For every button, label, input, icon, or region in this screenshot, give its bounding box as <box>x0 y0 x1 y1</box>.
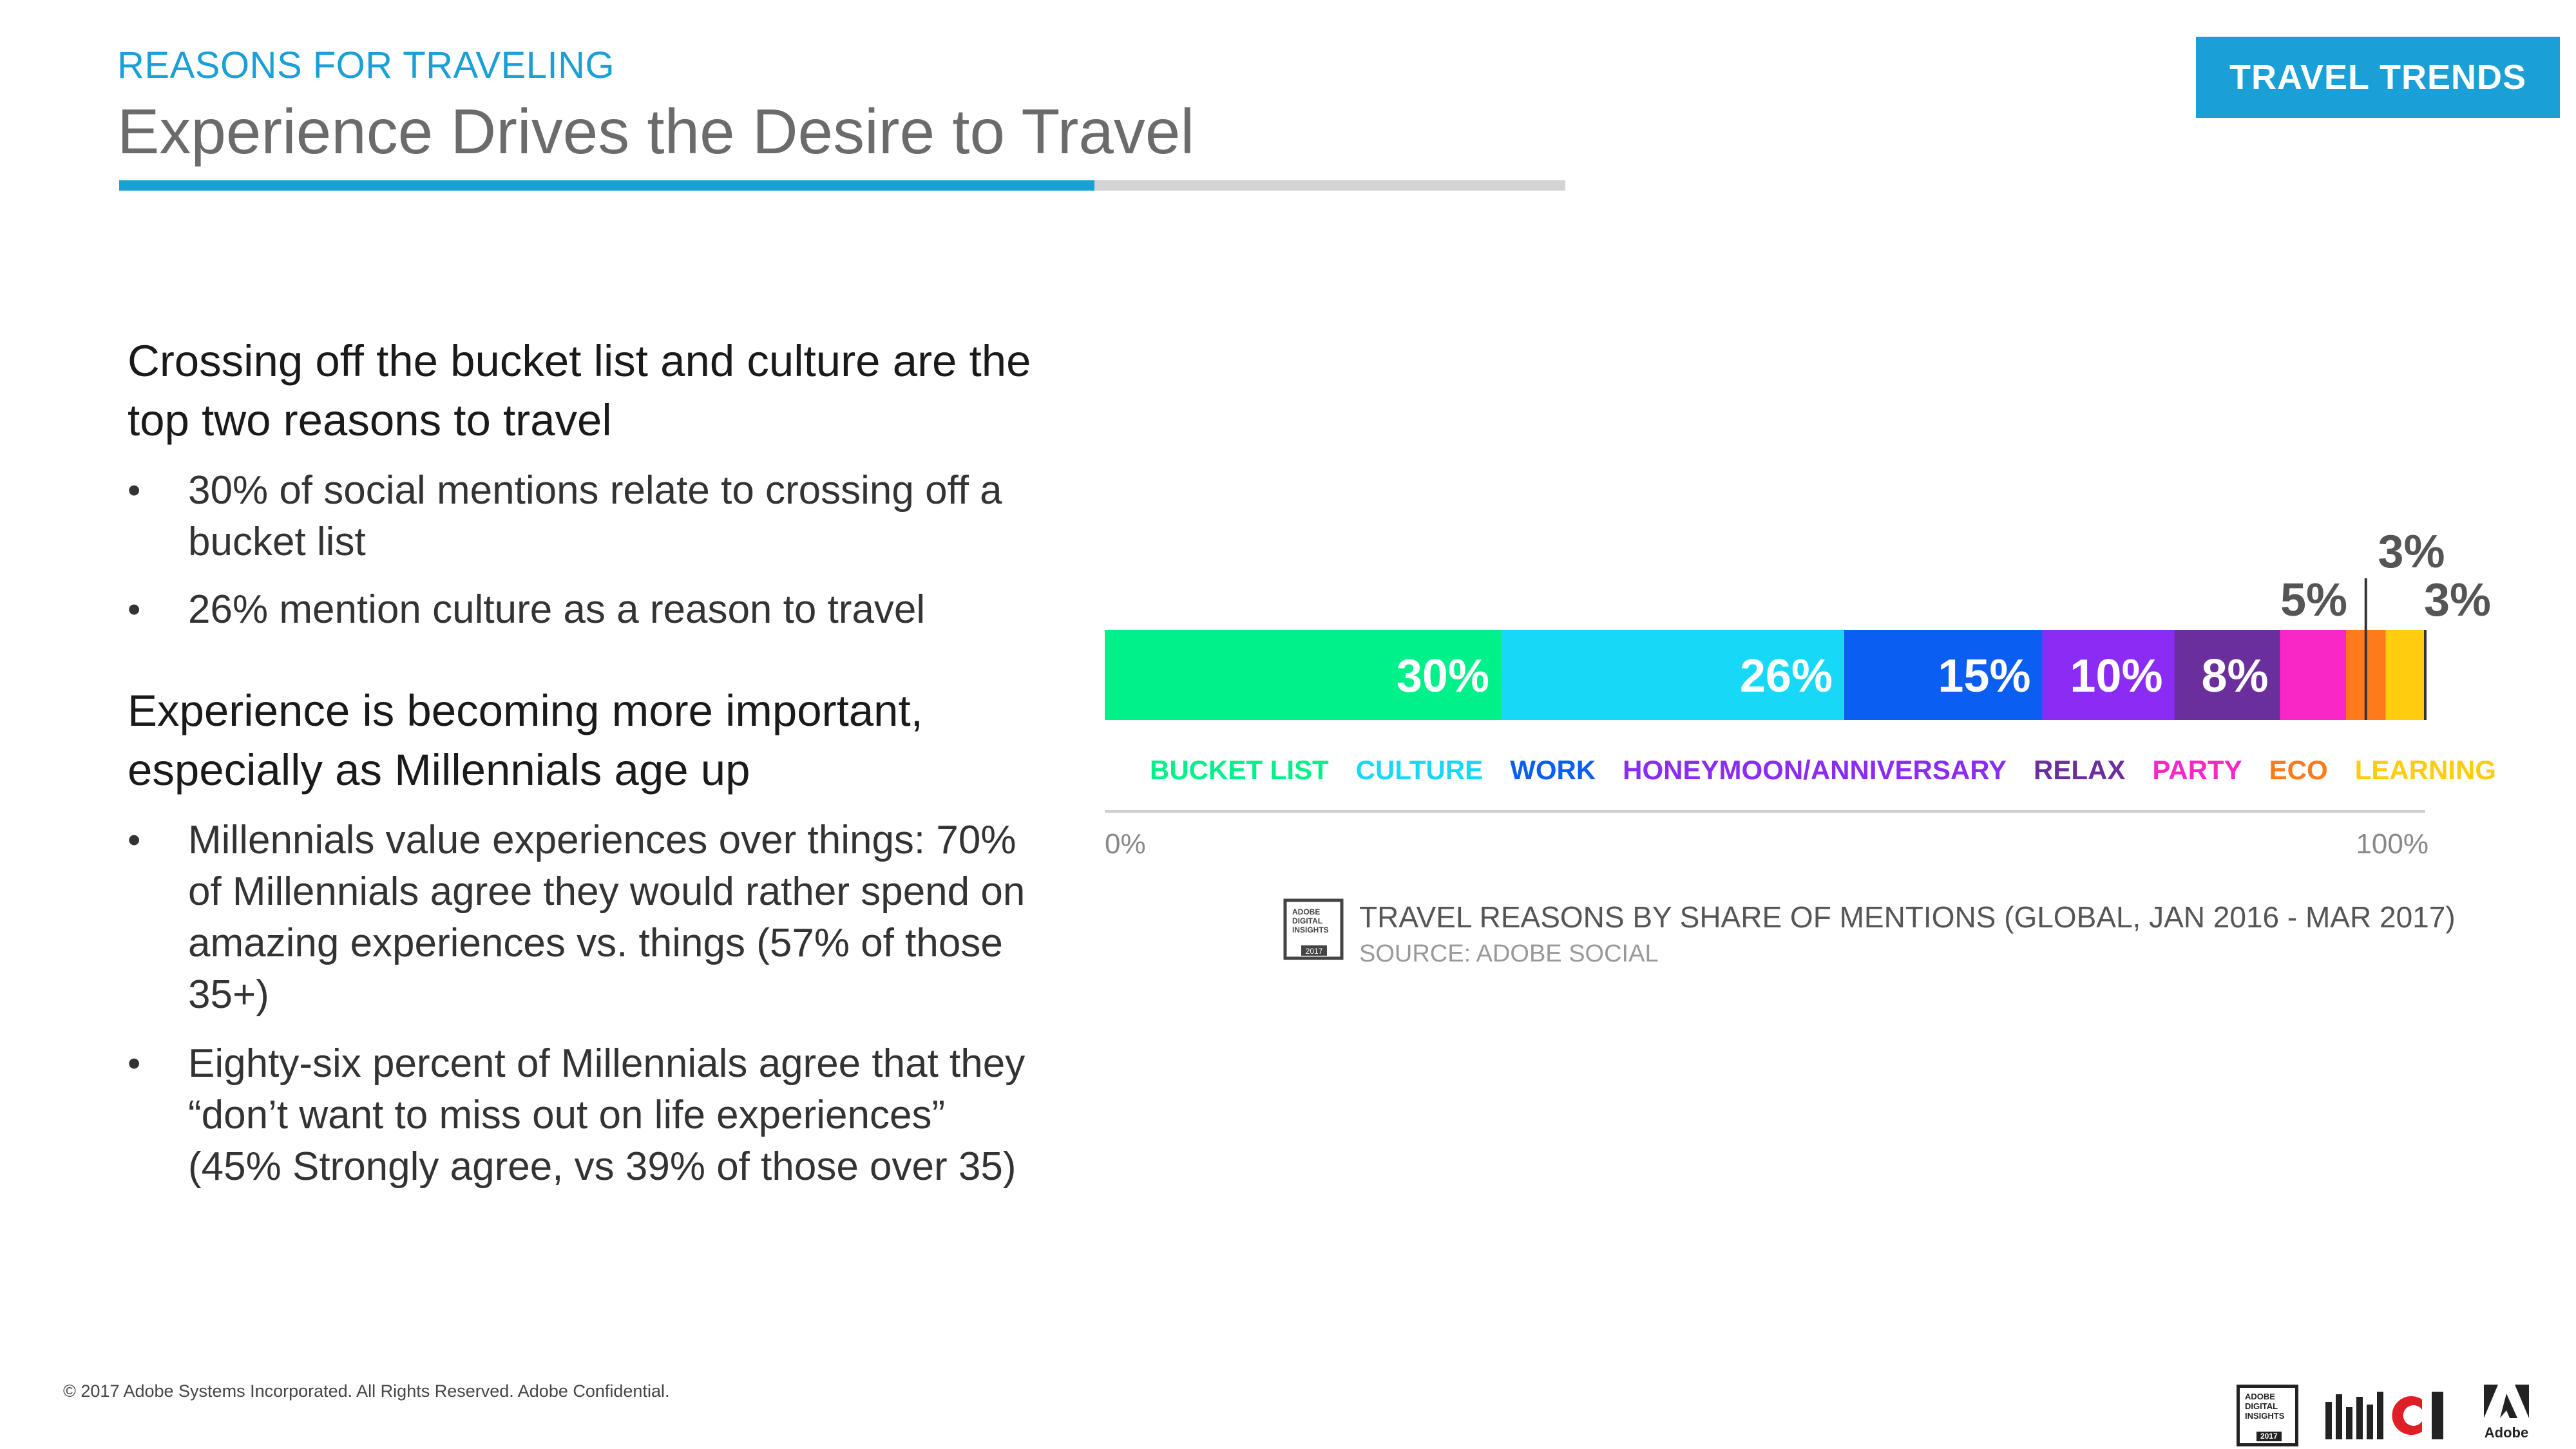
adi-footer-year: 2017 <box>2256 1432 2282 1441</box>
adi-line-3: INSIGHTS <box>1292 925 1329 934</box>
legend-party: PARTY <box>2152 755 2242 785</box>
bullet-dot: • <box>128 469 141 511</box>
adi-line-2: DIGITAL <box>1292 916 1322 925</box>
value-label-eco: 3% <box>2378 526 2445 578</box>
value-label-party: 5% <box>2280 574 2347 626</box>
legend-culture: CULTURE <box>1356 755 1484 785</box>
adi-line-1: ADOBE <box>1292 907 1320 916</box>
bullet-dot: • <box>128 589 141 630</box>
bar-segment-bucket-list <box>1105 630 1501 720</box>
adi-footer-line-2: DIGITAL <box>2245 1401 2278 1411</box>
legend-honeymoon-anniversary: HONEYMOON/ANNIVERSARY <box>1623 755 2007 785</box>
chart-caption: TRAVEL REASONS BY SHARE OF MENTIONS (GLO… <box>1359 900 2456 934</box>
travel-trends-badge: TRAVEL TRENDS <box>2196 37 2560 118</box>
value-label-bucket-list: 30% <box>1397 650 1489 702</box>
page-title: Experience Drives the Desire to Travel <box>117 96 1195 167</box>
adobe-logo: Adobe <box>2484 1385 2529 1441</box>
section-label: REASONS FOR TRAVELING <box>117 44 615 86</box>
value-label-culture: 26% <box>1740 650 1833 702</box>
value-label-relax: 8% <box>2201 650 2268 702</box>
adi-footer-line-1: ADOBE <box>2245 1392 2275 1401</box>
bar-segment-culture <box>1501 630 1844 720</box>
bullet-dot: • <box>128 819 141 861</box>
chart-value-labels: 30% 26% 15% 10% 8%5% 3%3% <box>1397 526 2491 702</box>
chart-leader-lines <box>2364 578 2427 720</box>
bullet-bucket-list: 30% of social mentions relate to crossin… <box>188 468 1002 564</box>
bar-segment-party <box>2280 630 2346 720</box>
chart-bars <box>1105 630 2425 720</box>
title-underline-accent <box>119 180 1094 191</box>
legend-bucket-list: BUCKET LIST <box>1150 755 1329 785</box>
bullet-fomo: Eighty-six percent of Millennials agree … <box>188 1041 1026 1189</box>
x-axis-min-label: 0% <box>1105 828 1146 860</box>
chart-legend: BUCKET LIST CULTURE WORK HONEYMOON/ANNIVERS… <box>1150 755 2496 785</box>
bar-segment-relax <box>2174 630 2280 720</box>
legend-work: WORK <box>1510 755 1596 785</box>
bar-segment-learning <box>2385 630 2425 720</box>
adobe-logo-label: Adobe <box>2485 1425 2528 1441</box>
chart-source: SOURCE: ADOBE SOCIAL <box>1359 940 1659 967</box>
mci-logo <box>2325 1392 2443 1439</box>
bullet-dot: • <box>128 1043 141 1084</box>
adobe-digital-insights-logo: ADOBE DIGITAL INSIGHTS 2017 <box>2237 1385 2298 1446</box>
adi-caption-badge: ADOBE DIGITAL INSIGHTS 2017 <box>1283 898 1344 960</box>
value-label-work: 15% <box>1938 650 2030 702</box>
value-label-honeymoon-anniversary: 10% <box>2070 650 2162 702</box>
legend-learning: LEARNING <box>2355 755 2496 785</box>
heading-experience: Experience is becoming more important, e… <box>128 686 923 795</box>
legend-relax: RELAX <box>2034 755 2125 785</box>
bar-segment-honeymoon-anniversary <box>2042 630 2175 720</box>
bullet-culture: 26% mention culture as a reason to trave… <box>188 587 926 632</box>
adi-footer-line-3: INSIGHTS <box>2245 1411 2285 1421</box>
bullet-experiences-over-things: Millennials value experiences over thing… <box>188 818 1026 1017</box>
bar-segment-work <box>1844 630 2043 720</box>
value-label-learning: 3% <box>2424 574 2491 626</box>
copyright-notice: © 2017 Adobe Systems Incorporated. All R… <box>63 1381 670 1401</box>
adi-year: 2017 <box>1306 947 1323 956</box>
heading-bucket-list-culture: Crossing off the bucket list and culture… <box>128 336 1031 445</box>
legend-eco: ECO <box>2269 755 2328 785</box>
travel-reasons-chart: 30% 26% 15% 10% 8%5% 3%3% BUCKET LIST CULTURE W… <box>1105 526 2496 967</box>
x-axis-max-label: 100% <box>2356 828 2428 860</box>
